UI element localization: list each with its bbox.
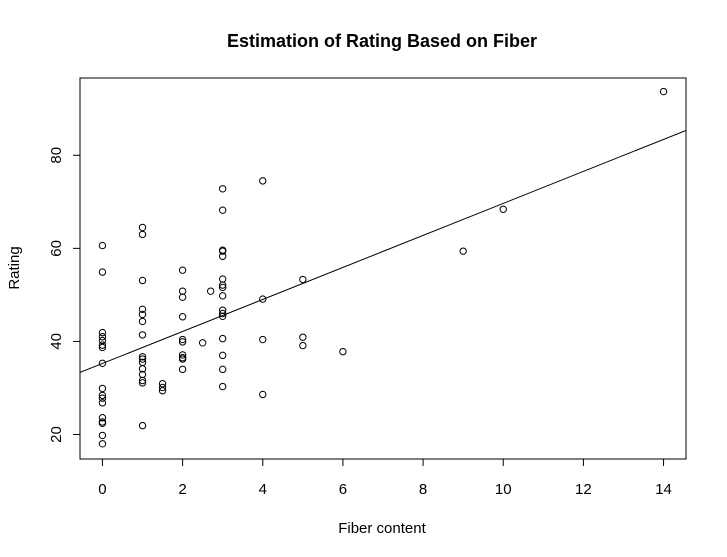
data-point: [138, 230, 147, 239]
data-point: [98, 268, 107, 276]
data-point: [218, 365, 227, 374]
data-point: [158, 380, 167, 388]
data-point: [206, 287, 215, 295]
data-point: [98, 343, 107, 352]
data-point: [158, 387, 167, 395]
data-point: [198, 339, 207, 347]
x-tick-label: 4: [259, 481, 267, 498]
data-point: [98, 336, 107, 345]
data-point: [499, 205, 507, 213]
y-tick-label: 80: [48, 147, 65, 164]
data-point: [178, 365, 187, 374]
data-point: [178, 266, 187, 274]
data-point: [218, 309, 227, 318]
y-axis: 20 40 60 80: [48, 147, 81, 443]
data-point: [218, 382, 227, 391]
data-point: [178, 287, 187, 295]
data-point: [138, 305, 147, 314]
data-point: [259, 295, 267, 303]
plot-frame: [79, 77, 687, 460]
data-point: [299, 341, 307, 350]
y-tick-label: 40: [48, 333, 65, 350]
data-point: [659, 87, 668, 96]
y-tick-label: 20: [48, 426, 65, 443]
data-point: [218, 351, 227, 360]
data-point: [98, 414, 107, 422]
y-tick-label: 60: [48, 240, 65, 257]
chart-title: Estimation of Rating Based on Fiber: [227, 31, 537, 51]
data-point: [218, 275, 227, 283]
data-point: [98, 359, 107, 367]
data-point: [178, 355, 187, 363]
data-point: [98, 384, 107, 393]
data-point: [98, 399, 107, 407]
x-tick-label: 6: [339, 481, 347, 498]
data-point: [98, 333, 107, 341]
data-point: [218, 334, 227, 343]
data-point: [178, 351, 187, 359]
data-points: [98, 87, 668, 448]
data-point: [259, 390, 267, 399]
data-point: [138, 276, 147, 285]
data-point: [178, 338, 187, 346]
data-point: [259, 177, 267, 185]
data-point: [178, 313, 187, 321]
data-point: [178, 335, 187, 344]
x-tick-label: 10: [495, 481, 512, 498]
data-point: [218, 283, 227, 292]
data-point: [218, 206, 227, 214]
y-axis-label: Rating: [6, 246, 23, 289]
data-point: [138, 355, 147, 363]
data-point: [138, 376, 147, 385]
data-point: [218, 247, 227, 255]
data-point: [218, 185, 227, 193]
x-tick-label: 8: [419, 481, 427, 498]
data-point: [259, 335, 267, 344]
data-point: [138, 331, 147, 339]
data-point: [339, 347, 347, 356]
data-point: [138, 223, 147, 232]
data-point: [98, 241, 107, 250]
data-point: [98, 431, 107, 440]
data-point: [98, 391, 107, 400]
data-point: [138, 310, 147, 319]
x-axis-label: Fiber content: [338, 520, 426, 537]
data-point: [218, 312, 227, 320]
x-tick-label: 0: [98, 481, 106, 498]
data-point: [178, 293, 187, 301]
x-tick-label: 14: [655, 481, 672, 498]
data-point: [459, 247, 467, 255]
data-point: [138, 365, 147, 373]
x-axis: 0 2 4 6 8 10 12 14: [98, 458, 672, 498]
data-point: [98, 328, 107, 337]
data-point: [218, 281, 227, 289]
data-point: [138, 421, 147, 430]
data-point: [299, 333, 307, 341]
data-point: [98, 419, 107, 428]
data-point: [158, 383, 167, 392]
data-point: [98, 440, 107, 448]
data-point: [98, 394, 107, 402]
regression-line-group: [80, 129, 686, 373]
x-tick-label: 2: [178, 481, 186, 498]
data-point: [138, 317, 147, 326]
data-point: [98, 341, 107, 349]
data-point: [138, 379, 147, 387]
data-point: [218, 252, 227, 260]
x-tick-label: 12: [575, 481, 592, 498]
regression-line: [80, 129, 686, 373]
data-point: [218, 292, 227, 300]
data-point: [138, 353, 147, 361]
data-point: [299, 275, 307, 284]
